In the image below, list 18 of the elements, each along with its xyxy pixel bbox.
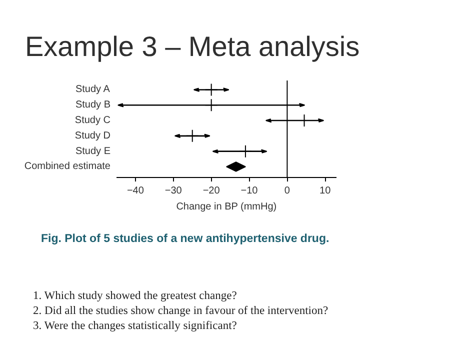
y-tick-label: Study E: [75, 146, 111, 157]
text: 1. Which study showed the greatest change?: [33, 290, 237, 302]
x-tick-label: 0: [284, 186, 290, 196]
x-tick-label: −40: [126, 186, 144, 196]
y-tick-label: Study D: [74, 130, 111, 142]
y-tick-label: Combined estimate: [24, 161, 111, 172]
x-axis-title: Change in BP (mmHg): [176, 202, 277, 212]
y-tick-label: Study B: [75, 100, 111, 111]
y-tick-label: Study A: [75, 84, 110, 96]
x-tick-label: −20: [202, 186, 220, 196]
text: 3. Were the changes statistically significant?: [33, 320, 237, 332]
x-tick-label: −10: [240, 186, 258, 196]
text: Fig. Plot of 5 studies of a new antihypertensive drug.: [41, 232, 330, 247]
text: 2. Did all the studies show change in favour of the intervention?: [33, 305, 328, 317]
x-tick-label: 10: [320, 186, 332, 196]
y-tick-label: Study C: [74, 115, 111, 126]
chart-title: Example 3 – Meta analysis: [25, 30, 360, 64]
x-tick-label: −30: [164, 186, 182, 196]
